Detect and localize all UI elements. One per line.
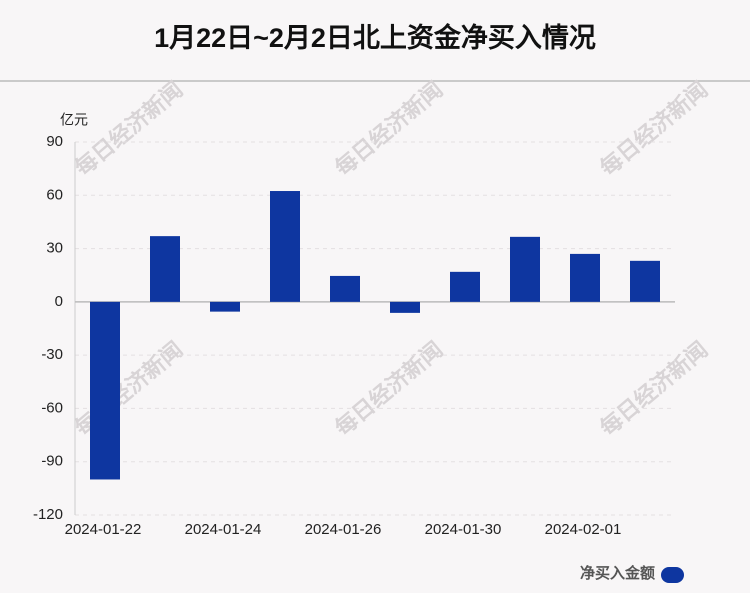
bar (270, 191, 300, 302)
x-tick-label: 2024-01-30 (425, 521, 502, 538)
bar (570, 253, 600, 302)
chart-title: 1月22日~2月2日北上资金净买入情况 (154, 22, 596, 53)
bar (210, 301, 240, 312)
bar (90, 301, 120, 480)
y-tick-label: -90 (41, 453, 63, 470)
bar (630, 260, 660, 302)
y-tick-label: 30 (46, 240, 63, 257)
x-tick-label: 2024-01-24 (185, 521, 262, 538)
y-tick-label: 60 (46, 186, 63, 203)
y-tick-label: -120 (33, 506, 63, 523)
bar (450, 271, 480, 302)
x-tick-label: 2024-02-01 (545, 521, 622, 538)
bar (150, 236, 180, 302)
y-tick-label: -30 (41, 346, 63, 363)
bar (330, 275, 360, 302)
legend-swatch (661, 567, 684, 583)
x-tick-label: 2024-01-26 (305, 521, 382, 538)
y-tick-label: -60 (41, 399, 63, 416)
y-tick-label: 0 (55, 293, 63, 310)
bar (390, 301, 420, 313)
x-tick-label: 2024-01-22 (65, 521, 142, 538)
y-tick-label: 90 (46, 133, 63, 150)
legend-label: 净买入金额 (580, 564, 655, 582)
bar (510, 236, 540, 302)
y-unit: 亿元 (60, 112, 88, 128)
